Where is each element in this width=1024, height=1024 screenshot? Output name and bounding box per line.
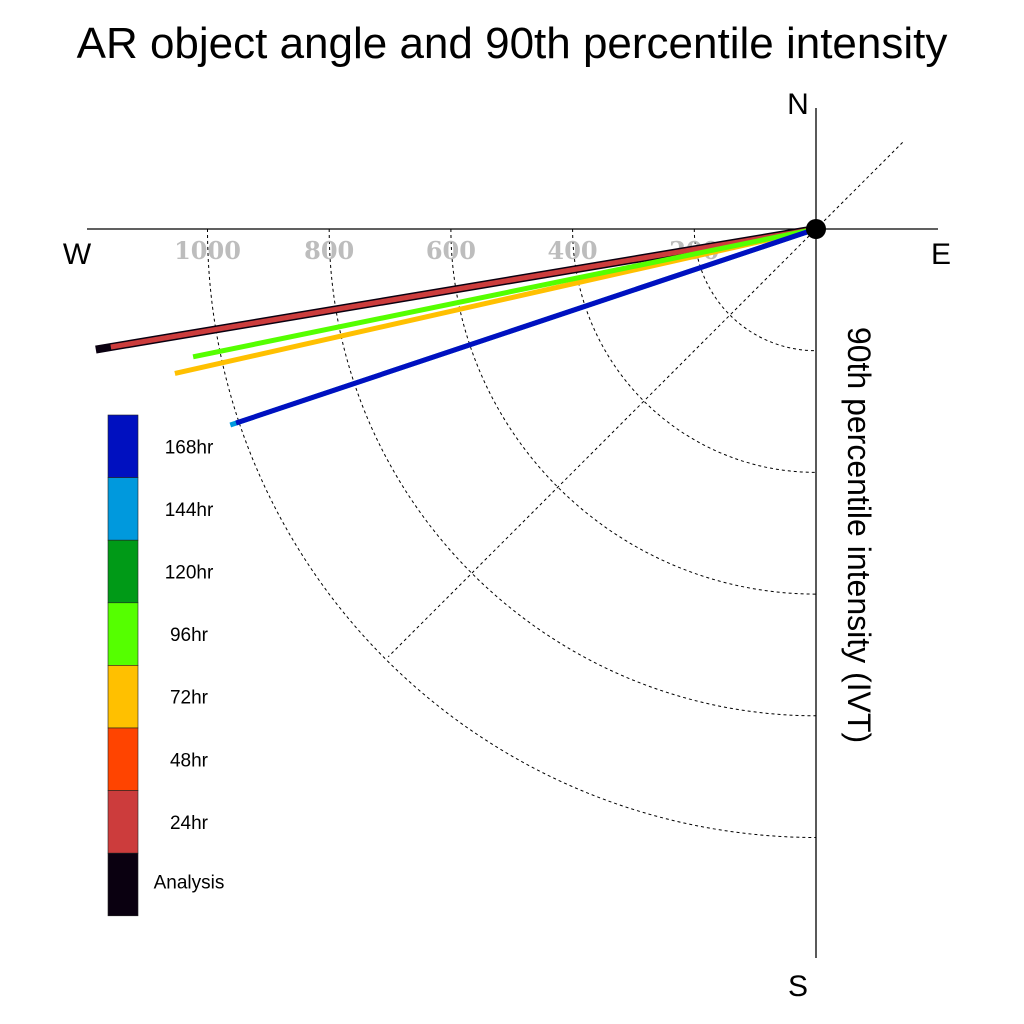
r-tick-label-800: 800 xyxy=(304,236,354,265)
vector-24hr xyxy=(110,226,817,350)
legend-label-analysis: Analysis xyxy=(154,873,225,894)
legend-swatch-144hr xyxy=(107,477,139,541)
compass-west: W xyxy=(63,238,92,271)
chart-title: AR object angle and 90th percentile inte… xyxy=(77,19,948,68)
legend-swatch-168hr xyxy=(107,414,139,478)
r-tick-label-600: 600 xyxy=(426,236,476,265)
vector-168hr xyxy=(235,226,817,426)
range-ring-600 xyxy=(450,228,817,595)
legend-swatch-24hr xyxy=(107,790,139,854)
legend-label-72hr: 72hr xyxy=(170,688,209,709)
origin-marker xyxy=(806,219,826,239)
forecast-vectors xyxy=(95,225,817,428)
legend-label-168hr: 168hr xyxy=(165,437,214,458)
compass-north: N xyxy=(787,88,809,121)
vector-96hr xyxy=(192,226,817,360)
legend-label-48hr: 48hr xyxy=(170,750,209,771)
r-axis-title: 90th percentile intensity (IVT) xyxy=(841,327,877,743)
range-ring-1000 xyxy=(207,228,817,838)
legend-label-96hr: 96hr xyxy=(170,625,209,646)
diagonal-guide-line xyxy=(387,142,903,658)
radial-tick-labels: 2004006008001000 xyxy=(174,236,719,265)
legend-label-24hr: 24hr xyxy=(170,813,209,834)
legend-swatch-48hr xyxy=(107,727,139,791)
legend-label-144hr: 144hr xyxy=(165,500,214,521)
r-tick-label-1000: 1000 xyxy=(174,236,241,265)
legend-swatch-120hr xyxy=(107,539,139,604)
legend: 168hr 144hr 120hr 96hr 72hr 48hr 24hr Analysis xyxy=(107,414,225,917)
legend-label-120hr: 120hr xyxy=(165,563,214,584)
legend-swatch-72hr xyxy=(107,665,139,729)
r-tick-label-400: 400 xyxy=(548,236,598,265)
compass-south: S xyxy=(788,970,808,1003)
compass-east: E xyxy=(931,238,951,271)
range-ring-800 xyxy=(328,228,817,717)
legend-swatch-analysis xyxy=(107,852,139,917)
legend-swatch-96hr xyxy=(107,602,139,666)
